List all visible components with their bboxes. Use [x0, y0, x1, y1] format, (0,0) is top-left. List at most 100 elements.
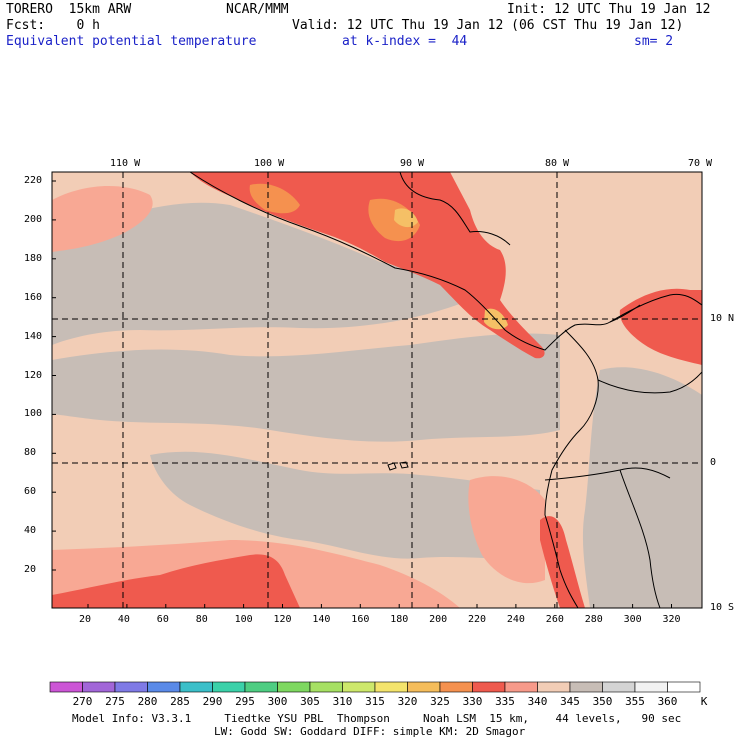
field-orange-spot-1	[249, 183, 300, 214]
colorbar-label: 280	[137, 695, 158, 708]
lon-label-110w: 110 W	[110, 158, 141, 169]
colorbar	[49, 681, 701, 693]
border-venezuela	[597, 371, 702, 394]
colorbar-swatch	[147, 681, 181, 693]
field-hot-south	[52, 554, 300, 608]
field-cool-band-south	[150, 451, 540, 560]
y-tick-label: 120	[24, 369, 43, 381]
field-hot-mexico	[190, 172, 545, 359]
colorbar-swatch	[114, 681, 148, 693]
x-tick-label: 180	[390, 614, 409, 625]
y-tick-label: 180	[24, 252, 43, 264]
y-tick-label: 60	[24, 486, 37, 498]
map-frame	[51, 171, 703, 609]
lat-label-10s: 10 S	[710, 602, 735, 613]
colorbar-label: 290	[202, 695, 223, 708]
colorbar-swatch	[277, 681, 311, 693]
colorbar-swatch	[472, 681, 506, 693]
colorbar-swatch	[634, 681, 668, 693]
level-label: at k-index = 44	[342, 34, 468, 49]
x-tick-label: 300	[623, 614, 642, 625]
coastlines	[189, 172, 702, 608]
x-tick-label: 80	[195, 614, 208, 625]
colorbar-label: 330	[462, 695, 483, 708]
colorbar-swatch	[309, 681, 343, 693]
forecast-hour: Fcst: 0 h	[6, 18, 100, 33]
init-time: Init: 12 UTC Thu 19 Jan 12	[507, 2, 711, 17]
field-cool-band-central	[52, 333, 560, 442]
y-tick-label: 140	[24, 330, 43, 342]
y-tick-label: 220	[24, 175, 43, 186]
x-tick-label: 40	[117, 614, 130, 625]
colorbar-label: 345	[560, 695, 580, 708]
border-peru-brazil	[619, 469, 661, 608]
colorbar-label: 335	[495, 695, 515, 708]
lat-label-0: 0	[710, 457, 717, 468]
colorbar-label: 270	[72, 695, 93, 708]
colorbar-label: 350	[592, 695, 613, 708]
x-tick-label: 220	[468, 614, 487, 625]
field-name: Equivalent potential temperature	[6, 34, 257, 49]
y-tick-label: 20	[24, 564, 37, 575]
border-colombia-ecuador	[544, 467, 671, 481]
colorbar-label: 315	[365, 695, 385, 708]
colorbar-swatch	[212, 681, 246, 693]
coastline-gulf	[399, 172, 511, 246]
colorbar-swatch	[244, 681, 278, 693]
field-cool-band-north	[52, 202, 470, 345]
map-field	[52, 172, 702, 608]
y-tick-label: 200	[24, 213, 43, 225]
colorbar-label: 325	[430, 695, 450, 708]
colorbar-swatch	[504, 681, 538, 693]
colorbar-swatch	[439, 681, 473, 693]
y-tick-label: 80	[24, 447, 37, 459]
x-tick-label: 60	[156, 614, 169, 625]
field-warm-patch-west	[52, 185, 153, 252]
field-hot-peru	[540, 516, 585, 608]
colorbar-label: 320	[397, 695, 418, 708]
x-tick-label: 200	[429, 614, 448, 625]
colorbar-swatch	[407, 681, 441, 693]
field-cool-land-south-america	[582, 367, 702, 608]
x-tick-label: 20	[79, 614, 92, 625]
colorbar-swatch	[537, 681, 571, 693]
colorbar-label: 285	[170, 695, 190, 708]
coastline-mexico-central-america	[189, 172, 641, 351]
colorbar-swatch	[49, 681, 83, 693]
x-tick-label: 240	[506, 614, 525, 625]
field-hot-caribbean	[619, 288, 702, 365]
colorbar-label: 275	[105, 695, 125, 708]
colorbar-label: 295	[235, 695, 255, 708]
lon-label-80w: 80 W	[545, 158, 570, 169]
smoothing-label: sm= 2	[634, 34, 674, 49]
lon-label-70w: 70 W	[688, 158, 713, 169]
colorbar-swatch	[667, 681, 701, 693]
lat-label-10n: 10 N	[710, 313, 735, 324]
x-tick-label: 160	[351, 614, 370, 625]
x-tick-label: 260	[545, 614, 564, 625]
galapagos-islands	[387, 461, 409, 471]
coastline-caribbean	[609, 293, 702, 323]
field-warm-patch-mid	[468, 476, 545, 584]
model-title: TORERO 15km ARW	[6, 2, 132, 17]
org-label: NCAR/MMM	[226, 2, 289, 17]
colorbar-swatch	[569, 681, 603, 693]
colorbar-label: 360	[657, 695, 678, 708]
colorbar-swatch	[179, 681, 213, 693]
model-info-line2: LW: Godd SW: Goddard DIFF: simple KM: 2D…	[214, 725, 526, 738]
lon-label-90w: 90 W	[400, 158, 425, 169]
colorbar-label: 310	[332, 695, 353, 708]
valid-time: Valid: 12 UTC Thu 19 Jan 12 (06 CST Thu …	[292, 18, 684, 33]
x-tick-label: 100	[234, 614, 253, 625]
x-tick-label: 140	[312, 614, 331, 625]
colorbar-swatch	[82, 681, 116, 693]
colorbar-swatch	[602, 681, 636, 693]
colorbar-unit: K	[700, 695, 708, 708]
x-tick-label: 280	[584, 614, 603, 625]
lon-label-100w: 100 W	[254, 158, 285, 169]
colorbar-label: 300	[267, 695, 288, 708]
colorbar-label: 340	[527, 695, 548, 708]
model-info-line1: Model Info: V3.3.1 Tiedtke YSU PBL Thomp…	[72, 712, 682, 725]
colorbar-swatch	[342, 681, 376, 693]
